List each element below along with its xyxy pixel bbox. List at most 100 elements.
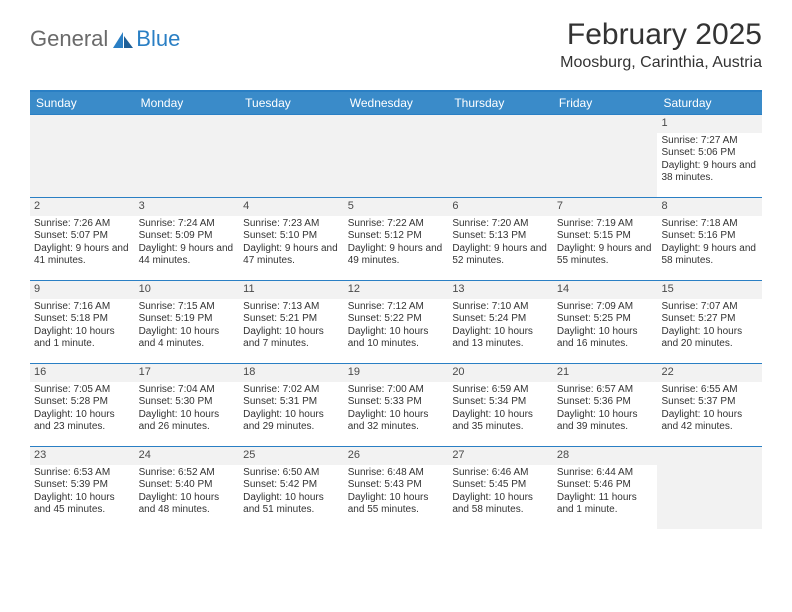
daylight-text: Daylight: 10 hours and 42 minutes. [661, 409, 758, 434]
sunrise-text: Sunrise: 7:09 AM [557, 301, 654, 314]
day-cell: 9Sunrise: 7:16 AMSunset: 5:18 PMDaylight… [30, 281, 135, 363]
day-cell: 15Sunrise: 7:07 AMSunset: 5:27 PMDayligh… [657, 281, 762, 363]
sunrise-text: Sunrise: 7:13 AM [243, 301, 340, 314]
day-cell: 28Sunrise: 6:44 AMSunset: 5:46 PMDayligh… [553, 447, 658, 529]
daylight-text: Daylight: 9 hours and 44 minutes. [139, 243, 236, 268]
day-number: 15 [657, 281, 762, 299]
day-number: 17 [135, 364, 240, 382]
sunset-text: Sunset: 5:10 PM [243, 230, 340, 243]
day-cell-empty [344, 115, 449, 197]
daylight-text: Daylight: 9 hours and 38 minutes. [661, 160, 758, 185]
day-cell: 19Sunrise: 7:00 AMSunset: 5:33 PMDayligh… [344, 364, 449, 446]
sunset-text: Sunset: 5:45 PM [452, 479, 549, 492]
sunset-text: Sunset: 5:24 PM [452, 313, 549, 326]
daylight-text: Daylight: 10 hours and 10 minutes. [348, 326, 445, 351]
day-cell: 10Sunrise: 7:15 AMSunset: 5:19 PMDayligh… [135, 281, 240, 363]
sunset-text: Sunset: 5:40 PM [139, 479, 236, 492]
day-number: 28 [553, 447, 658, 465]
daylight-text: Daylight: 10 hours and 45 minutes. [34, 492, 131, 517]
day-cell: 4 Sunrise: 7:23 AMSunset: 5:10 PMDaylight… [239, 198, 344, 280]
daylight-text: Daylight: 10 hours and 58 minutes. [452, 492, 549, 517]
sunset-text: Sunset: 5:28 PM [34, 396, 131, 409]
day-cell: 2Sunrise: 7:26 AMSunset: 5:07 PMDaylight… [30, 198, 135, 280]
weeks-container: 1Sunrise: 7:27 AMSunset: 5:06 PMDaylight… [30, 114, 762, 529]
week-row: 2Sunrise: 7:26 AMSunset: 5:07 PMDaylight… [30, 197, 762, 280]
sunrise-text: Sunrise: 7:20 AM [452, 218, 549, 231]
day-cell: 3Sunrise: 7:24 AMSunset: 5:09 PMDaylight… [135, 198, 240, 280]
sunrise-text: Sunrise: 6:52 AM [139, 467, 236, 480]
sunset-text: Sunset: 5:21 PM [243, 313, 340, 326]
daylight-text: Daylight: 10 hours and 35 minutes. [452, 409, 549, 434]
sunrise-text: Sunrise: 7:05 AM [34, 384, 131, 397]
sunrise-text: Sunrise: 7:02 AM [243, 384, 340, 397]
logo-sail-icon [112, 31, 134, 49]
weekday-friday: Friday [553, 92, 658, 114]
sunrise-text: Sunrise: 7:15 AM [139, 301, 236, 314]
weekday-monday: Monday [135, 92, 240, 114]
daylight-text: Daylight: 10 hours and 23 minutes. [34, 409, 131, 434]
day-number: 26 [344, 447, 449, 465]
day-number: 22 [657, 364, 762, 382]
week-row: 1Sunrise: 7:27 AMSunset: 5:06 PMDaylight… [30, 114, 762, 197]
daylight-text: Daylight: 9 hours and 47 minutes. [243, 243, 340, 268]
sunset-text: Sunset: 5:39 PM [34, 479, 131, 492]
title-block: February 2025 Moosburg, Carinthia, Austr… [560, 18, 762, 72]
daylight-text: Daylight: 10 hours and 26 minutes. [139, 409, 236, 434]
daylight-text: Daylight: 9 hours and 49 minutes. [348, 243, 445, 268]
weekday-sunday: Sunday [30, 92, 135, 114]
day-number: 9 [30, 281, 135, 299]
logo-text-general: General [30, 26, 108, 52]
day-cell: 16Sunrise: 7:05 AMSunset: 5:28 PMDayligh… [30, 364, 135, 446]
sunrise-text: Sunrise: 6:53 AM [34, 467, 131, 480]
sunrise-text: Sunrise: 7:22 AM [348, 218, 445, 231]
sunrise-text: Sunrise: 7:27 AM [661, 135, 758, 148]
day-cell: 17Sunrise: 7:04 AMSunset: 5:30 PMDayligh… [135, 364, 240, 446]
day-cell: 12Sunrise: 7:12 AMSunset: 5:22 PMDayligh… [344, 281, 449, 363]
sunset-text: Sunset: 5:30 PM [139, 396, 236, 409]
sunrise-text: Sunrise: 7:07 AM [661, 301, 758, 314]
day-cell: 20Sunrise: 6:59 AMSunset: 5:34 PMDayligh… [448, 364, 553, 446]
weekday-row: SundayMondayTuesdayWednesdayThursdayFrid… [30, 92, 762, 114]
day-number: 24 [135, 447, 240, 465]
sunset-text: Sunset: 5:42 PM [243, 479, 340, 492]
day-cell: 13Sunrise: 7:10 AMSunset: 5:24 PMDayligh… [448, 281, 553, 363]
sunset-text: Sunset: 5:18 PM [34, 313, 131, 326]
sunrise-text: Sunrise: 7:24 AM [139, 218, 236, 231]
day-number: 25 [239, 447, 344, 465]
sunset-text: Sunset: 5:27 PM [661, 313, 758, 326]
sunset-text: Sunset: 5:43 PM [348, 479, 445, 492]
day-number: 2 [30, 198, 135, 216]
location: Moosburg, Carinthia, Austria [560, 54, 762, 72]
day-cell: 6Sunrise: 7:20 AMSunset: 5:13 PMDaylight… [448, 198, 553, 280]
daylight-text: Daylight: 9 hours and 58 minutes. [661, 243, 758, 268]
day-cell: 7Sunrise: 7:19 AMSunset: 5:15 PMDaylight… [553, 198, 658, 280]
day-number: 4 [239, 198, 344, 216]
daylight-text: Daylight: 9 hours and 52 minutes. [452, 243, 549, 268]
day-number: 20 [448, 364, 553, 382]
day-cell: 23Sunrise: 6:53 AMSunset: 5:39 PMDayligh… [30, 447, 135, 529]
sunset-text: Sunset: 5:19 PM [139, 313, 236, 326]
day-number: 11 [239, 281, 344, 299]
sunset-text: Sunset: 5:34 PM [452, 396, 549, 409]
sunset-text: Sunset: 5:12 PM [348, 230, 445, 243]
weekday-saturday: Saturday [657, 92, 762, 114]
daylight-text: Daylight: 10 hours and 48 minutes. [139, 492, 236, 517]
sunrise-text: Sunrise: 7:23 AM [243, 218, 340, 231]
daylight-text: Daylight: 10 hours and 7 minutes. [243, 326, 340, 351]
daylight-text: Daylight: 10 hours and 32 minutes. [348, 409, 445, 434]
weekday-tuesday: Tuesday [239, 92, 344, 114]
calendar: SundayMondayTuesdayWednesdayThursdayFrid… [30, 90, 762, 529]
day-number: 13 [448, 281, 553, 299]
week-row: 23Sunrise: 6:53 AMSunset: 5:39 PMDayligh… [30, 446, 762, 529]
daylight-text: Daylight: 10 hours and 16 minutes. [557, 326, 654, 351]
day-number: 14 [553, 281, 658, 299]
sunrise-text: Sunrise: 6:55 AM [661, 384, 758, 397]
sunrise-text: Sunrise: 6:46 AM [452, 467, 549, 480]
sunrise-text: Sunrise: 7:26 AM [34, 218, 131, 231]
daylight-text: Daylight: 10 hours and 39 minutes. [557, 409, 654, 434]
day-number: 10 [135, 281, 240, 299]
weekday-wednesday: Wednesday [344, 92, 449, 114]
sunset-text: Sunset: 5:15 PM [557, 230, 654, 243]
day-number: 8 [657, 198, 762, 216]
day-number: 6 [448, 198, 553, 216]
